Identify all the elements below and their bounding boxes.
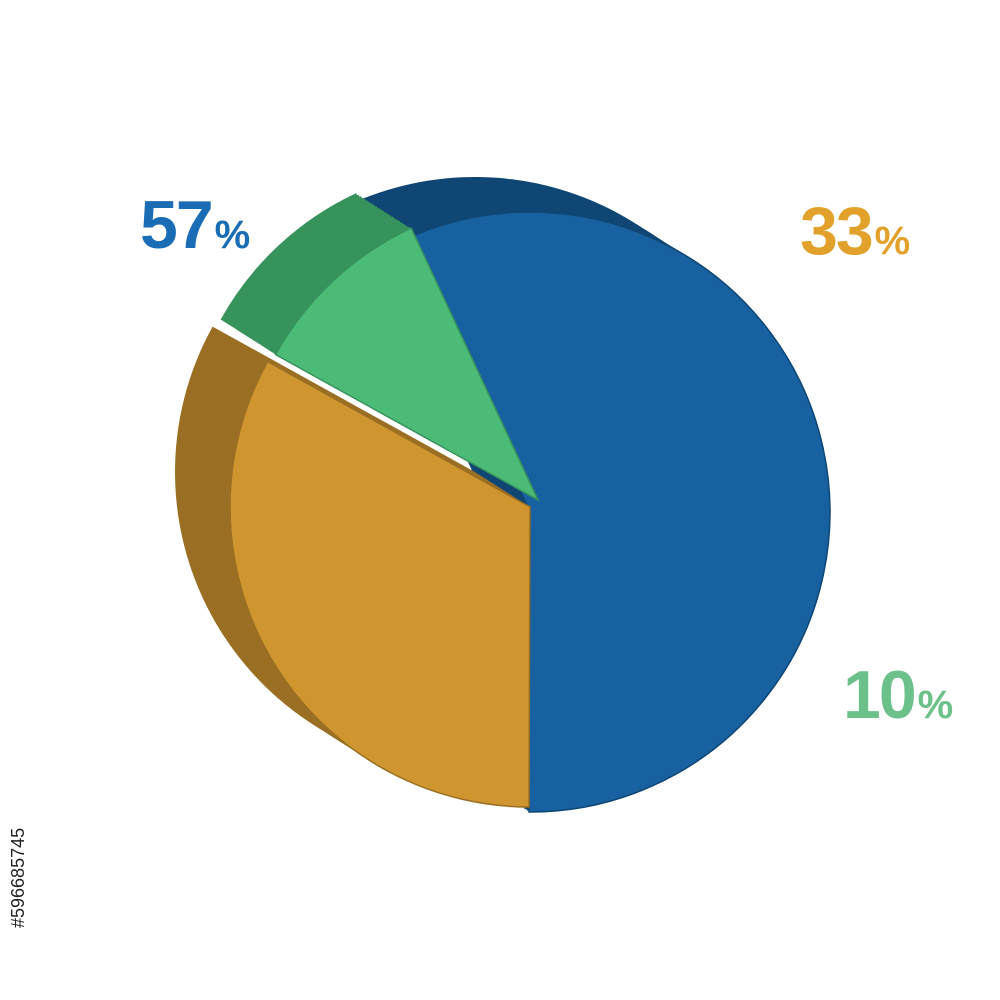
slice-label-33: 33%	[800, 193, 910, 269]
pie-slice-10	[274, 227, 540, 502]
pie-faces	[229, 211, 831, 813]
pie-slice-57	[402, 211, 831, 813]
stock-id-watermark: #596685745	[8, 827, 28, 928]
slice-label-57: 57%	[140, 187, 250, 263]
slice-label-10: 10%	[843, 657, 953, 733]
pie-slice-33	[229, 360, 531, 808]
